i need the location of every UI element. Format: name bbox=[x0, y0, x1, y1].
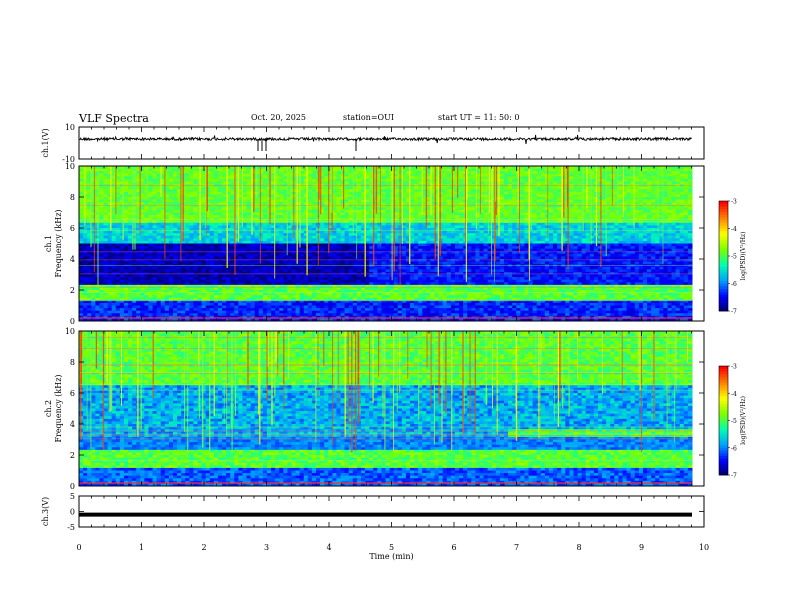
ch1-waveform-tick-label: 10 bbox=[65, 123, 75, 132]
ch1-waveform-line bbox=[79, 135, 692, 144]
start-time-label: start UT = 11: 50: 0 bbox=[438, 113, 519, 122]
figure-title: VLF Spectra bbox=[79, 112, 149, 125]
date-label: Oct. 20, 2025 bbox=[251, 113, 306, 122]
station-label: station=OUI bbox=[343, 113, 394, 122]
ch1-waveform-ylabel: ch.1(V) bbox=[41, 128, 50, 157]
